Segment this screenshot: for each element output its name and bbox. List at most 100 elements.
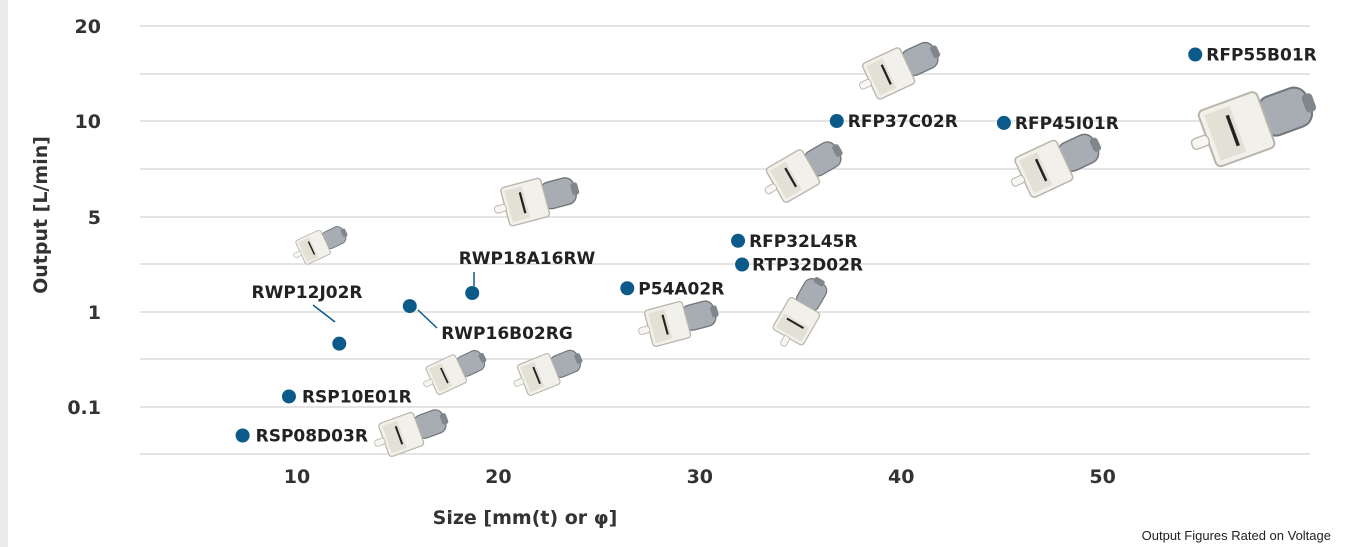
y-tick-label: 0.1 bbox=[67, 397, 101, 419]
pump-body-face bbox=[1204, 105, 1247, 161]
data-point bbox=[235, 428, 250, 443]
pump-nozzle bbox=[780, 335, 790, 347]
data-point bbox=[332, 336, 347, 351]
point-label: RFP45I01R bbox=[1015, 114, 1119, 134]
pump-motor-end bbox=[340, 228, 348, 238]
x-axis-title: Size [mm(t) or φ] bbox=[433, 507, 618, 529]
pump-motor-end bbox=[710, 305, 719, 318]
pump-body-face bbox=[648, 308, 673, 343]
left-margin-bar bbox=[0, 0, 8, 547]
pump-slot bbox=[661, 314, 669, 335]
RWP12J02R-pump bbox=[293, 226, 348, 265]
pump-body-face bbox=[520, 361, 545, 393]
x-tick-labels: 10 20 30 40 50 bbox=[284, 466, 1116, 488]
pump-nozzle bbox=[293, 250, 302, 259]
pump-slot bbox=[1225, 114, 1240, 147]
point-label: RSP08D03R bbox=[256, 427, 368, 447]
pump-motor-end bbox=[574, 353, 583, 364]
point-label: RFP37C02R bbox=[848, 112, 958, 132]
RTP32D02R-pump bbox=[772, 277, 828, 347]
point-label: RTP32D02R bbox=[752, 256, 863, 276]
data-point bbox=[402, 299, 417, 314]
pump-nozzle bbox=[859, 78, 872, 90]
data-point bbox=[996, 115, 1011, 130]
point-label: RWP18A16RW bbox=[459, 249, 596, 269]
pump-motor-end bbox=[439, 413, 449, 425]
x-tick-label: 30 bbox=[687, 466, 713, 488]
x-tick-label: 40 bbox=[888, 466, 914, 488]
pump-body-face bbox=[770, 161, 802, 199]
data-point bbox=[731, 233, 746, 248]
x-tick-label: 20 bbox=[485, 466, 511, 488]
pump-nozzle bbox=[493, 203, 507, 214]
point-label: RFP32L45R bbox=[749, 232, 857, 252]
pump-nozzle bbox=[513, 378, 525, 387]
point-label: RFP55B01R bbox=[1206, 46, 1317, 66]
pump-nozzle bbox=[423, 378, 434, 388]
pump-slot bbox=[518, 192, 527, 214]
pump-motor-end bbox=[1089, 137, 1102, 152]
data-point bbox=[620, 281, 635, 296]
x-tick-label: 50 bbox=[1089, 466, 1115, 488]
pump-motor-end bbox=[930, 45, 941, 59]
pump-motor-end bbox=[813, 277, 825, 287]
pump-slot bbox=[784, 167, 798, 188]
pump-slot bbox=[440, 367, 449, 384]
RWP16B02RG-pump bbox=[513, 349, 583, 396]
y-tick-label: 10 bbox=[75, 111, 101, 133]
RFP55B01R-pump bbox=[1190, 86, 1317, 168]
y-tick-label: 20 bbox=[75, 16, 101, 38]
RSP10E01R-pump bbox=[423, 350, 487, 396]
y-tick-label: 5 bbox=[88, 207, 101, 229]
data-point bbox=[829, 114, 844, 128]
pump-body-face bbox=[504, 186, 531, 223]
pump-body-face bbox=[776, 313, 810, 342]
P54A02R-pump bbox=[638, 300, 719, 347]
pump-body-face bbox=[1019, 152, 1053, 194]
y-tick-labels: 0.1 1 5 10 20 bbox=[67, 16, 101, 419]
RFP45I01R-pump bbox=[1010, 133, 1102, 198]
pump-body-face bbox=[428, 362, 453, 392]
pump-slot bbox=[1034, 158, 1048, 182]
point-label: RWP16B02RG bbox=[441, 324, 573, 344]
data-point bbox=[1188, 47, 1203, 62]
pump-motor-end bbox=[570, 182, 580, 196]
RFP37C02R-pump bbox=[859, 41, 941, 100]
point-label: P54A02R bbox=[638, 279, 724, 299]
grid-lines bbox=[140, 25, 1310, 455]
pump-body-face bbox=[866, 58, 897, 96]
RWP18A16RW-pump bbox=[493, 177, 580, 227]
pump-slot bbox=[532, 366, 541, 385]
pump-motor-end bbox=[832, 144, 843, 157]
y-tick-label: 1 bbox=[88, 302, 101, 324]
pump-slot bbox=[786, 317, 805, 329]
pump-nozzle bbox=[1010, 174, 1026, 187]
pump-body-face bbox=[298, 237, 319, 262]
data-point bbox=[281, 389, 296, 404]
leader-line bbox=[312, 304, 336, 323]
data-points: RSP08D03R RSP10E01R RWP12J02R RWP16B02RG RWP… bbox=[235, 46, 1317, 447]
pump-motor-end bbox=[478, 352, 487, 363]
x-tick-label: 10 bbox=[284, 466, 310, 488]
pump-nozzle bbox=[1190, 134, 1211, 150]
data-point bbox=[735, 257, 750, 272]
RFP32L45R-pump bbox=[764, 141, 843, 203]
pump-nozzle bbox=[638, 325, 651, 335]
footnote: Output Figures Rated on Voltage bbox=[1142, 528, 1331, 543]
pump-body-face bbox=[382, 420, 407, 454]
pump-slot bbox=[394, 425, 404, 445]
product-images bbox=[293, 41, 1317, 457]
pump-slot bbox=[880, 64, 892, 85]
y-axis-title: Output [L/min] bbox=[30, 136, 52, 294]
point-label: RSP10E01R bbox=[302, 387, 412, 407]
pump-slot bbox=[307, 241, 316, 255]
pump-nozzle bbox=[374, 437, 386, 447]
leader-line bbox=[417, 309, 438, 329]
data-point bbox=[465, 286, 480, 300]
pump-motor-end bbox=[1301, 93, 1317, 113]
RSP08D03R-pump bbox=[374, 409, 449, 457]
pump-nozzle bbox=[764, 183, 778, 195]
point-label: RWP12J02R bbox=[251, 283, 362, 303]
